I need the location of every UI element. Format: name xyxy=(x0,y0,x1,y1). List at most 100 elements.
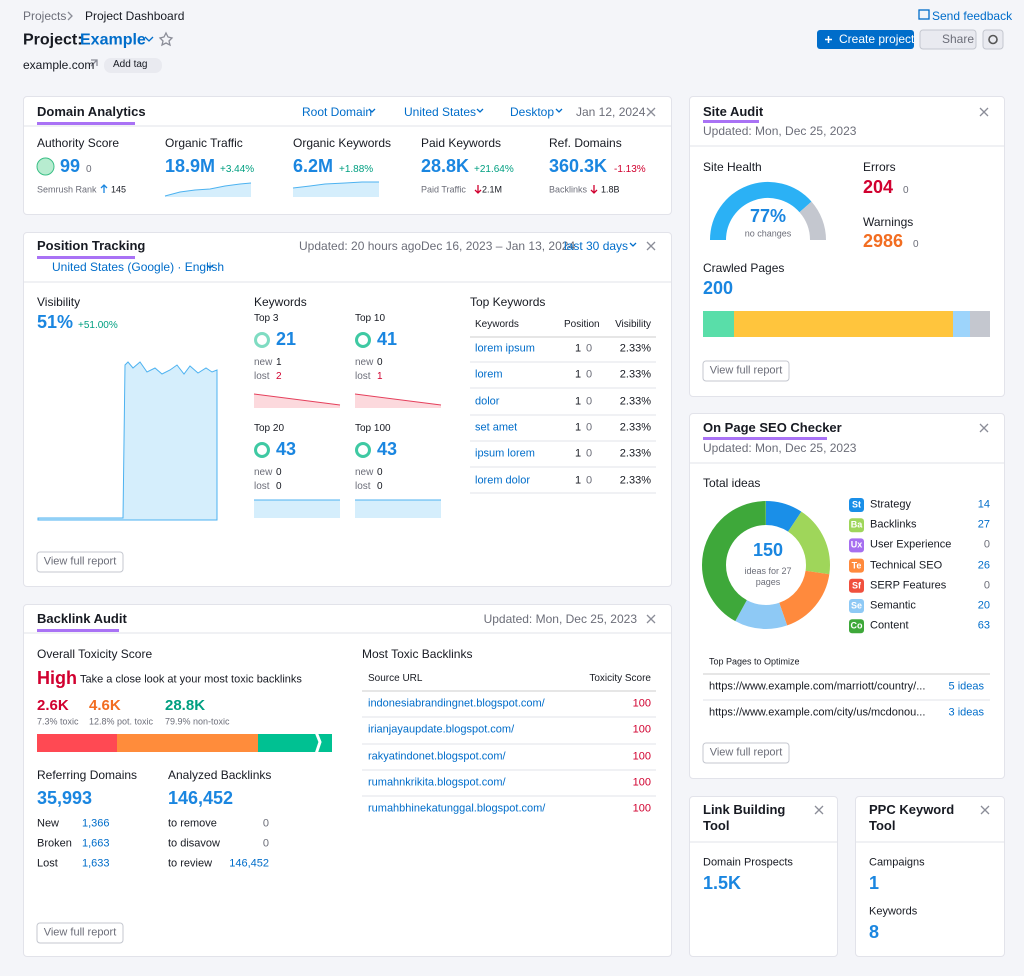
groups-new: 0 xyxy=(276,467,282,478)
groups-lost: 1 xyxy=(377,371,383,382)
ideas-name: SERP Features xyxy=(870,579,947,592)
toxicity-level: High xyxy=(37,668,77,689)
most-toxic-rows[interactable]: rakyatindonet.blogspot.com/ xyxy=(368,750,506,762)
top-pages-rows[interactable]: 5 ideas xyxy=(948,680,984,693)
ideas-badge: Ux xyxy=(850,539,863,550)
link-building-value: 1.5K xyxy=(703,873,742,894)
position-tracking-location[interactable]: United States (Google) · English xyxy=(52,259,225,274)
most-toxic-rows[interactable]: rumahbhinekatunggal.blogspot.com/ xyxy=(368,802,546,815)
toxicity-label: Overall Toxicity Score xyxy=(37,646,153,661)
crawled-bar xyxy=(703,311,990,337)
ideas-name: Technical SEO xyxy=(870,559,943,571)
analyzed-backlinks-rows: 146,452 xyxy=(229,857,269,870)
most-toxic-rows[interactable]: rumahnkrikita.blogspot.com/ xyxy=(368,776,506,789)
ideas-name: Strategy xyxy=(870,498,911,511)
metrics-value: 18.9M xyxy=(165,156,216,177)
settings-button[interactable] xyxy=(982,29,1004,50)
breadcrumbs[interactable]: Projects xyxy=(23,8,67,23)
link-building-card xyxy=(689,796,838,957)
most-toxic-rows: 100 xyxy=(632,750,651,762)
keyword-rings xyxy=(254,332,371,458)
top-keywords-rows: 0 xyxy=(586,447,593,460)
site-audit-view-full-report[interactable]: View full report xyxy=(709,364,783,377)
health-label: Site Health xyxy=(703,159,762,174)
buttons-share[interactable]: Share xyxy=(942,31,975,46)
report-button[interactable] xyxy=(702,742,790,764)
counts-label: 12.8% pot. toxic xyxy=(89,716,154,727)
most-toxic-rows[interactable]: indonesiabrandingnet.blogspot.com/ xyxy=(368,697,545,710)
domain-analytics-filters[interactable]: United States xyxy=(404,104,477,119)
counts-value: 4.6K xyxy=(89,697,121,714)
most-toxic-rows: 100 xyxy=(632,802,651,815)
domain-analytics-title: Domain Analytics xyxy=(37,104,146,120)
idea-badge-bg xyxy=(849,518,864,533)
report-button[interactable] xyxy=(36,922,124,944)
most-toxic-title: Most Toxic Backlinks xyxy=(362,646,473,661)
report-button[interactable] xyxy=(36,551,124,573)
referring-domains-value: 35,993 xyxy=(37,788,93,809)
ideas-count: 27 xyxy=(977,518,990,531)
top-keywords-rows[interactable]: lorem dolor xyxy=(475,473,531,486)
most-toxic-rows[interactable]: irianjayaupdate.blogspot.com/ xyxy=(368,723,515,736)
project-domain: example.com xyxy=(23,57,95,72)
send-feedback[interactable]: Send feedback xyxy=(932,8,1013,23)
site-audit-updated: Updated: Mon, Dec 25, 2023 xyxy=(703,123,857,138)
keywords-new-label: new xyxy=(355,467,374,478)
metrics-label: Ref. Domains xyxy=(549,135,622,150)
position-tracking-period[interactable]: last 30 days xyxy=(564,238,629,253)
position-tracking-title: Position Tracking xyxy=(37,238,146,254)
top-keywords-rows: 0 xyxy=(586,395,593,407)
top-keywords-rows[interactable]: lorem ipsum xyxy=(475,342,535,355)
domain-analytics-filters[interactable]: Desktop xyxy=(510,104,555,119)
metrics-change: +1.88% xyxy=(339,164,374,175)
create-button[interactable] xyxy=(817,30,914,49)
most-toxic-rows: 100 xyxy=(632,776,651,789)
donut-segment xyxy=(702,501,830,629)
top-keywords-rows: 1 xyxy=(575,342,582,355)
buttons-create[interactable]: Create project xyxy=(839,31,915,46)
health-note: no changes xyxy=(744,228,792,239)
project-add-tag[interactable]: Add tag xyxy=(113,59,148,70)
domain-analytics-filters[interactable]: Root Domain xyxy=(302,104,373,119)
analyzed-backlinks-rows: to remove xyxy=(168,817,217,830)
referring-domains-rows[interactable]: 1,366 xyxy=(82,817,110,830)
top-keywords-rows[interactable]: lorem xyxy=(475,368,503,381)
metrics-sub-value: 1.8B xyxy=(601,184,620,195)
visibility-value: 51% xyxy=(37,312,74,333)
add-tag-pill[interactable] xyxy=(104,58,162,73)
top-keywords-rows[interactable]: set amet xyxy=(475,421,518,434)
keywords-lost-label: lost xyxy=(355,481,371,492)
total-value: 150 xyxy=(752,540,784,561)
project-label: Project: xyxy=(23,31,83,49)
report-button[interactable] xyxy=(702,360,790,382)
referring-domains-rows[interactable]: 1,633 xyxy=(82,857,110,870)
groups-value: 41 xyxy=(377,329,398,350)
ppc-card xyxy=(855,796,1005,957)
top-keywords-rows: 0 xyxy=(586,473,593,486)
top-keywords-rows[interactable]: ipsum lorem xyxy=(475,447,535,460)
position-tracking-range: Dec 16, 2023 – Jan 13, 2024 xyxy=(421,238,576,253)
warnings-value: 2986 xyxy=(863,231,904,252)
metrics-value: 360.3K xyxy=(549,156,608,177)
project-name[interactable]: Example xyxy=(80,31,146,49)
idea-badge-bg xyxy=(849,538,864,553)
donut-segment xyxy=(702,501,830,629)
metrics-label: Organic Keywords xyxy=(293,135,392,150)
backlink-audit-updated: Updated: Mon, Dec 25, 2023 xyxy=(483,611,637,626)
metrics-value: 28.8K xyxy=(421,156,470,177)
on-page-seo-view-full-report[interactable]: View full report xyxy=(709,746,783,759)
position-tracking-updated: Updated: 20 hours ago xyxy=(299,238,422,253)
keywords-label: Keywords xyxy=(254,294,307,309)
groups-new: 0 xyxy=(377,357,383,368)
referring-domains-rows[interactable]: 1,663 xyxy=(82,837,110,850)
ideas-name: User Experience xyxy=(870,538,952,551)
metrics-change: +21.64% xyxy=(474,164,514,175)
top-keywords-rows[interactable]: dolor xyxy=(475,395,500,407)
top-pages-rows[interactable]: 3 ideas xyxy=(948,706,984,719)
share-button[interactable] xyxy=(919,29,977,50)
backlink-audit-view-full-report[interactable]: View full report xyxy=(43,926,117,939)
position-tracking-view-full-report[interactable]: View full report xyxy=(43,555,117,568)
most-toxic-rows: 100 xyxy=(632,723,651,736)
ideas-count: 14 xyxy=(977,498,990,511)
idea-badge-bg xyxy=(849,599,864,613)
